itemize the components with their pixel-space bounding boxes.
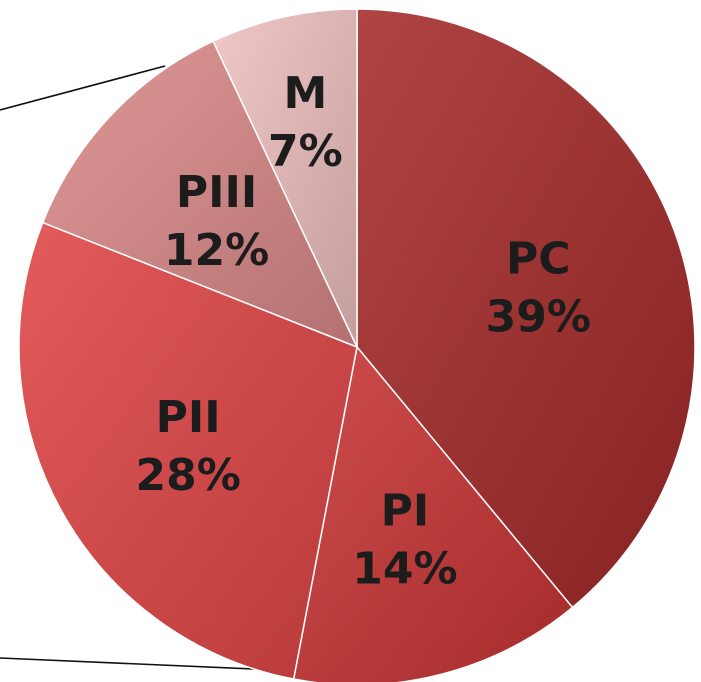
connector-line-top <box>0 65 166 111</box>
pie-slice-pii <box>18 221 358 680</box>
slice-value-pc: 39% <box>486 292 591 343</box>
connector-lines <box>0 65 301 672</box>
slice-label-pii: PII <box>156 392 221 443</box>
connector-line-bottom <box>0 657 301 672</box>
pie-slice-pc <box>356 8 696 609</box>
pie-slices <box>18 8 696 682</box>
slice-value-piii: 12% <box>164 225 269 276</box>
slice-value-pii: 28% <box>136 450 241 501</box>
slice-label-m: M <box>283 68 327 119</box>
slice-label-piii: PIII <box>176 167 257 218</box>
pie-slice-piii <box>41 40 359 349</box>
slice-label-pi: PI <box>381 486 430 537</box>
slice-value-m: 7% <box>268 126 343 177</box>
pie-labels: PC 39% PI 14% PII 28% PIII 12% M 7% <box>136 68 591 595</box>
pie-slice-pi <box>292 345 574 682</box>
pie-slice-m <box>212 8 358 348</box>
slice-value-pi: 14% <box>352 544 457 595</box>
slice-label-pc: PC <box>506 234 571 285</box>
